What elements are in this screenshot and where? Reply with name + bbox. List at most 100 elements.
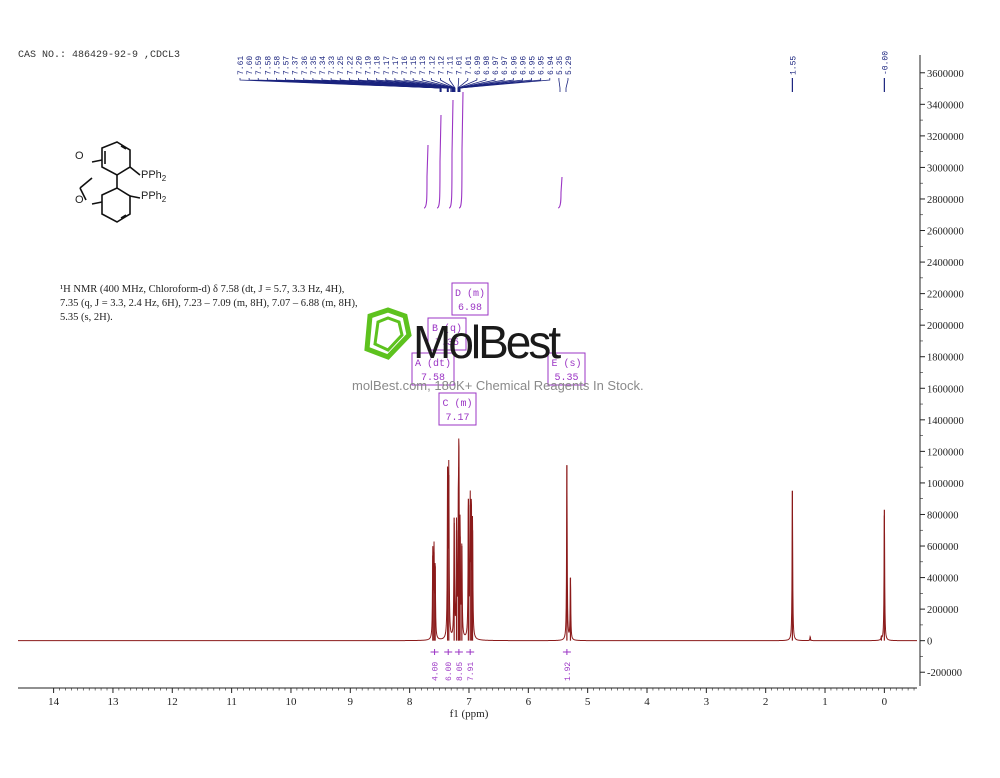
x-tick-label: 8 [407, 696, 413, 708]
y-tick-label: 1400000 [927, 416, 964, 427]
x-tick-label: 3 [704, 696, 710, 708]
multiplet-letter: D (m) [455, 288, 485, 300]
peak-label: 6.98 [483, 56, 492, 75]
x-tick-label: 0 [882, 696, 888, 708]
y-tick-label: 2800000 [927, 195, 964, 206]
pph2-label-2: PPh2 [141, 190, 167, 205]
peak-label: 7.59 [255, 56, 264, 75]
nmr-line-2: 7.35 (q, J = 3.3, 2.4 Hz, 6H), 7.23 – 7.… [60, 298, 358, 309]
peak-label: 7.12 [437, 56, 446, 75]
y-tick-label: 2600000 [927, 227, 964, 238]
nmr-line-3: 5.35 (s, 2H). [60, 312, 113, 323]
peak-label: 7.61 [237, 56, 246, 75]
nmr-description: ¹H NMR (400 MHz, Chloroform-d) δ 7.58 (d… [60, 283, 390, 325]
peak-label: 7.60 [246, 56, 255, 75]
peak-label: 7.58 [273, 56, 282, 75]
peak-label-connector [330, 78, 449, 92]
multiplet-shift: 7.17 [445, 413, 469, 424]
peak-label: 7.25 [337, 56, 346, 75]
multiplet-letter: A (dt) [415, 358, 451, 370]
x-tick-label: 14 [48, 696, 60, 708]
x-tick-label: 7 [466, 696, 472, 708]
peak-label: 7.19 [365, 56, 374, 75]
peak-label: 5.29 [565, 56, 574, 75]
peak-label-connector [412, 78, 455, 92]
integral-label: 1.92 [564, 662, 573, 681]
peak-label: 7.33 [328, 56, 337, 75]
y-tick-label: 1200000 [927, 447, 964, 458]
x-tick-label: 10 [285, 696, 297, 708]
peak-label-isolated: 1.55 [789, 56, 798, 75]
peak-label: 6.97 [492, 56, 501, 75]
peak-label-connector [558, 78, 561, 92]
y-tick-label: 2400000 [927, 258, 964, 269]
x-tick-label: 11 [226, 696, 237, 708]
spectrum-layer [18, 438, 917, 642]
multiplet-shift: 7.58 [421, 373, 445, 384]
multiplet-shift: 7.35 [435, 338, 459, 349]
peak-label-connector [449, 78, 456, 92]
peak-label: 5.35 [556, 56, 565, 75]
watermark-tagline: molBest.com, 180K+ Chemical Reagents In … [352, 378, 644, 393]
oxygen-label-2: O [75, 194, 84, 206]
peak-label: 6.96 [510, 56, 519, 75]
peak-label: 6.95 [538, 56, 547, 75]
peak-label: 7.22 [346, 56, 355, 75]
nmr-line-1: ¹H NMR (400 MHz, Chloroform-d) δ 7.58 (d… [60, 284, 345, 295]
x-tick-label: 13 [107, 696, 119, 708]
x-axis-label: f1 (ppm) [450, 708, 489, 720]
peak-label-connector [457, 78, 469, 92]
integral-label: 8.05 [456, 662, 465, 681]
peak-label: 7.20 [355, 56, 364, 75]
spectrum-trace [18, 438, 917, 642]
peak-label-connector [565, 78, 569, 92]
y-tick-label: -200000 [927, 668, 962, 679]
y-tick-label: 800000 [927, 510, 959, 521]
peak-label: 6.95 [529, 56, 538, 75]
peak-label-isolated: -0.00 [881, 51, 890, 75]
multiplet-box [547, 352, 586, 386]
peak-label: 7.13 [419, 56, 428, 75]
peak-label-layer: 7.61 7.60 7.59 7.58 7.58 7.57 7.37 7.36 7.35 7.34… [237, 51, 890, 92]
x-tick-label: 4 [644, 696, 650, 708]
integral-curve [423, 144, 429, 209]
peak-label: 7.01 [456, 56, 465, 75]
y-tick-label: 2200000 [927, 290, 964, 301]
molbest-logo: MolBest [364, 307, 564, 368]
integral-curve [458, 91, 464, 209]
peak-label: 7.18 [374, 56, 383, 75]
peak-label: 7.17 [392, 56, 401, 75]
multiplet-box [438, 392, 477, 426]
peak-label: 7.11 [447, 56, 456, 75]
x-tick-label: 9 [348, 696, 354, 708]
x-tick-label: 12 [167, 696, 178, 708]
peak-label: 7.12 [428, 56, 437, 75]
multiplet-box [451, 282, 489, 316]
peak-label: 7.37 [292, 56, 301, 75]
multiplet-box [427, 317, 467, 351]
molecule-structure [79, 141, 141, 223]
multiplet-letter: E (s) [551, 358, 581, 370]
x-tick-label: 6 [526, 696, 532, 708]
y-tick-label: 200000 [927, 605, 959, 616]
integral-label: 6.00 [445, 662, 454, 681]
x-tick-label: 1 [822, 696, 828, 708]
integral-layer: 4.00 6.00 8.05 7.91 1.92 D (m) 6.98 B (q) 7.35 A … [411, 91, 586, 681]
y-tick-label: 3400000 [927, 100, 964, 111]
y-tick-label: 3200000 [927, 132, 964, 143]
integral-curve [436, 114, 442, 209]
y-tick-label: 0 [927, 637, 932, 648]
multiplet-shift: 5.35 [554, 373, 578, 384]
y-tick-label: 600000 [927, 542, 959, 553]
y-tick-label: 3600000 [927, 69, 964, 80]
peak-label: 7.17 [383, 56, 392, 75]
multiplet-shift: 6.98 [458, 303, 482, 314]
integral-label: 4.00 [432, 662, 441, 681]
cas-number: CAS NO.: 486429-92-9 ,CDCL3 [18, 50, 181, 61]
y-tick-label: 1800000 [927, 353, 964, 364]
peak-label: 7.35 [310, 56, 319, 75]
peak-label: 6.94 [547, 56, 556, 75]
pph2-label-1: PPh2 [141, 169, 167, 184]
integral-label: 7.91 [467, 662, 476, 681]
axis-layer: 14 13 12 11 10 9 8 7 6 5 4 3 2 1 0f1 (ppm)-20000002000… [18, 55, 964, 720]
